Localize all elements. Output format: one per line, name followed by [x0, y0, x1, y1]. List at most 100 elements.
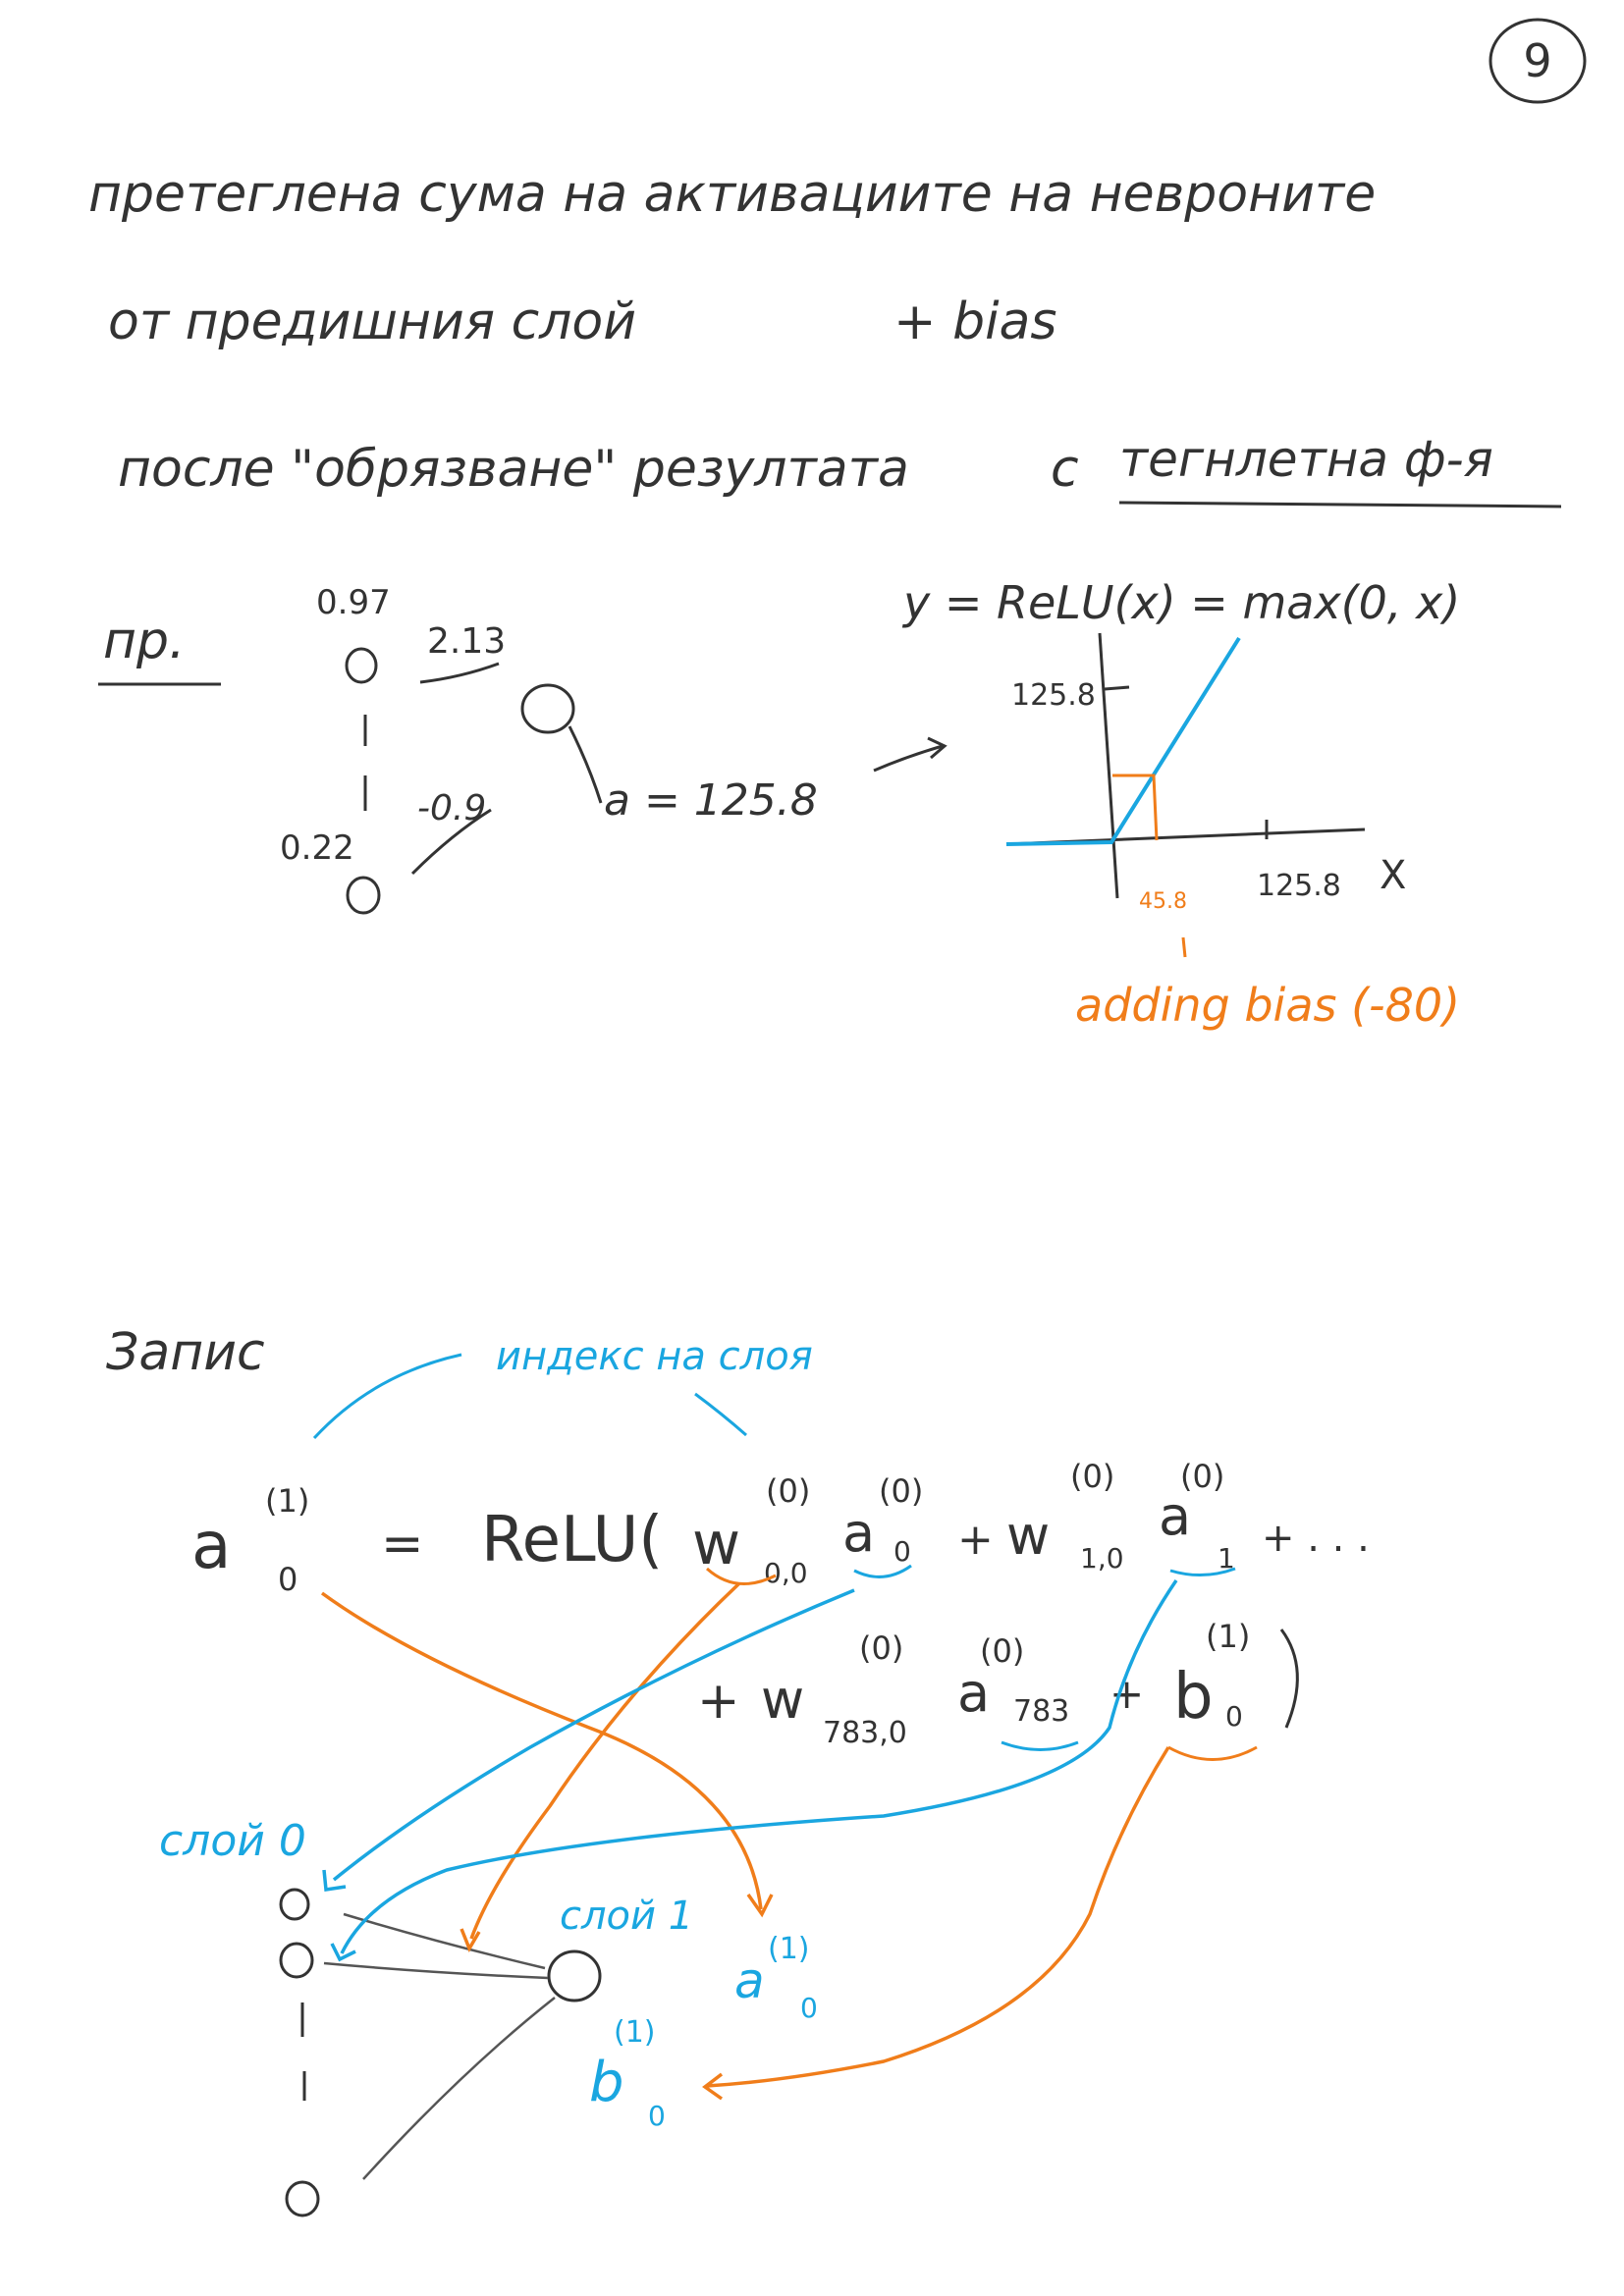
edge-0-0	[343, 1912, 546, 1970]
eq2-a: a	[957, 1662, 990, 1724]
relu-bias-marker	[1112, 774, 1159, 841]
net-a-label: a	[734, 1952, 765, 2009]
neuron-output	[520, 683, 575, 734]
arrow-w-to-edge	[469, 1581, 741, 1940]
notation-heading: Запис	[106, 1323, 265, 1382]
eq-lhs-super: (1)	[265, 1482, 309, 1520]
output-link	[568, 725, 603, 804]
text-line-3a: после "обрязване" резултата	[118, 440, 909, 499]
eq-lhs: a	[191, 1508, 231, 1583]
annotation-arrows	[320, 1579, 1178, 2101]
eq2-b: b	[1173, 1661, 1214, 1734]
eq-w10: w	[1006, 1505, 1050, 1567]
eq-w00-super: (0)	[766, 1472, 810, 1510]
eq2-w-super: (0)	[859, 1629, 903, 1667]
text-line-2b: + bias	[893, 293, 1057, 351]
connector-bottom	[410, 808, 492, 876]
eq-a0: a	[842, 1502, 875, 1564]
eq2-a-sub: 783	[1013, 1694, 1069, 1729]
net-a-super: (1)	[768, 1932, 810, 1966]
b-underline	[1167, 1745, 1258, 1761]
arrow-b-to-bias-head	[702, 2072, 724, 2101]
arrow-a0-to-node0-head	[322, 1869, 347, 1893]
layer-index-note: индекс на слоя	[496, 1334, 813, 1379]
page-number-text: 9	[1523, 34, 1551, 87]
eq-plus-1: +	[957, 1515, 994, 1565]
result-arrow-head	[927, 736, 947, 760]
relu-shifted-value: 45.8	[1139, 889, 1187, 914]
net-b-super: (1)	[614, 2015, 656, 2050]
bias-note: adding bias (-80)	[1075, 979, 1460, 1032]
equation-line-2: + w (0) 783,0 a (0) 783 + b (1) 0	[697, 1618, 1299, 1761]
eq2-close-paren	[1279, 1629, 1299, 1729]
eq-a1-sub: 1	[1218, 1542, 1235, 1575]
arrow-a0-to-node0	[332, 1588, 855, 1882]
a783-underline	[1001, 1740, 1079, 1751]
a1-underline	[1169, 1567, 1236, 1577]
arrow-a1-to-node1-head	[330, 1943, 356, 1962]
arrow-b-to-bias	[706, 1746, 1170, 2088]
layer-index-pointer-right	[694, 1392, 747, 1437]
eq2-a-super: (0)	[980, 1632, 1024, 1670]
page-number-circle	[1489, 18, 1587, 104]
text-line-3c: тегнлетна ф-я	[1119, 431, 1493, 488]
arrow-a1-to-node1	[340, 1579, 1178, 1954]
example-label: пр.	[103, 612, 186, 670]
eq2-b-super: (1)	[1206, 1618, 1250, 1655]
page-number: 9	[1489, 18, 1587, 104]
net-b-sub: 0	[648, 2100, 666, 2132]
arrow-lhs-to-a-head	[746, 1893, 774, 1918]
activation-bottom: 0.22	[280, 828, 354, 868]
eq-a0-super: (0)	[879, 1472, 923, 1510]
relu-x-tick-label: 125.8	[1257, 869, 1341, 903]
layer0-node-1	[279, 1942, 314, 1979]
eq-ellipsis: + . . .	[1262, 1516, 1370, 1561]
layer-index-pointer-left	[312, 1353, 462, 1440]
layer0-node-783	[285, 2180, 320, 2217]
net-a-sub: 0	[800, 1992, 818, 2024]
relu-y-tick-label: 125.8	[1011, 678, 1096, 713]
underline-activation-fn	[1118, 501, 1562, 508]
edge-1-0	[323, 1961, 549, 1980]
eq-relu: ReLU(	[481, 1504, 663, 1576]
activation-top: 0.97	[316, 583, 391, 622]
layer1-label: слой 1	[560, 1894, 693, 1939]
weight-top: 2.13	[427, 621, 506, 662]
edge-783-0	[362, 1997, 556, 2180]
relu-x-axis-label: X	[1380, 853, 1406, 898]
text-line-2a: от предишния слой	[108, 293, 636, 351]
eq2-plus: +	[697, 1672, 740, 1731]
eq-w00-sub: 0,0	[764, 1557, 808, 1589]
layer1-node-0	[547, 1949, 602, 2002]
arrow-w-to-edge-head	[460, 1928, 481, 1952]
eq-lhs-sub: 0	[278, 1561, 298, 1598]
weight-bottom: -0.9	[417, 788, 486, 828]
eq2-b-sub: 0	[1225, 1700, 1243, 1733]
relu-y-axis	[1098, 632, 1119, 899]
net-b-label: b	[589, 2051, 624, 2114]
layer0-node-0	[279, 1888, 310, 1921]
connector-top	[419, 662, 500, 684]
eq-w10-super: (0)	[1070, 1458, 1114, 1495]
arrow-lhs-to-a	[320, 1591, 763, 1910]
eq-a1-super: (0)	[1180, 1458, 1224, 1495]
eq-equals: =	[381, 1515, 424, 1574]
eq-w10-sub: 1,0	[1080, 1542, 1124, 1575]
eq-a1: a	[1159, 1485, 1191, 1547]
neuron-bottom	[346, 876, 381, 915]
eq-a0-sub: 0	[893, 1535, 911, 1568]
text-line-3b: с	[1051, 440, 1079, 499]
neuron-top	[345, 647, 378, 684]
equation-line-1: a (1) 0 = ReLU( w (0) 0,0 a (0) 0 + w (0…	[191, 1458, 1370, 1598]
eq-w00: w	[692, 1510, 740, 1578]
relu-chart: 125.8 125.8 X 45.8 adding bias (-80)	[1005, 632, 1460, 1032]
eq2-w: w	[761, 1669, 804, 1731]
relu-curve	[1005, 636, 1241, 846]
a0-underline	[853, 1564, 912, 1578]
example-result: a = 125.8	[604, 775, 818, 826]
eq2-w-sub: 783,0	[823, 1716, 907, 1750]
result-arrow	[873, 744, 944, 773]
relu-y-tick	[1104, 685, 1130, 691]
relu-formula: y = ReLU(x) = max(0, x)	[901, 576, 1460, 629]
